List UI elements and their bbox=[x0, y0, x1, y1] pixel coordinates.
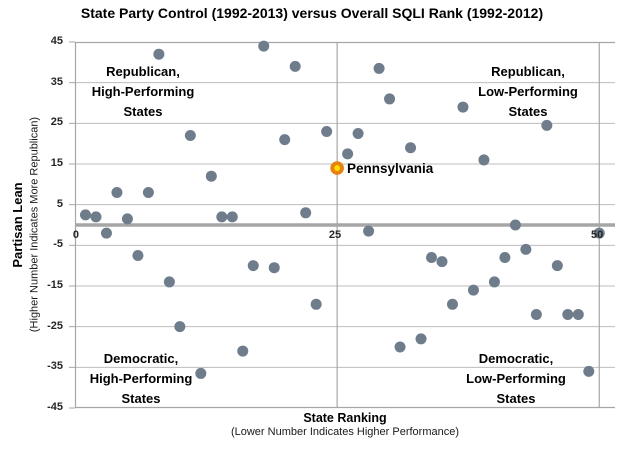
state-data-point bbox=[258, 40, 270, 52]
x-axis-title: State Ranking bbox=[303, 411, 387, 425]
y-tick-label: -15 bbox=[47, 279, 63, 291]
state-data-point bbox=[373, 62, 385, 74]
state-data-point bbox=[205, 170, 217, 182]
state-data-point bbox=[394, 341, 406, 353]
state-data-point bbox=[415, 333, 427, 345]
state-data-point bbox=[121, 213, 133, 225]
state-data-point bbox=[142, 186, 154, 198]
state-data-point bbox=[499, 252, 511, 264]
state-data-point bbox=[132, 250, 144, 261]
quadrant-label-line: Democratic, bbox=[478, 351, 554, 366]
state-data-point bbox=[352, 128, 364, 139]
pennsylvania-annotation-label: Pennsylvania bbox=[347, 161, 434, 176]
state-data-point bbox=[583, 365, 595, 377]
quadrant-label-line: States bbox=[121, 391, 161, 406]
state-data-point bbox=[174, 321, 186, 333]
state-data-point bbox=[572, 308, 584, 320]
quadrant-label-line: Democratic, bbox=[103, 351, 179, 366]
state-data-point bbox=[509, 219, 521, 231]
state-data-point bbox=[342, 148, 354, 160]
state-data-point bbox=[268, 262, 280, 274]
pennsylvania-marker-inner bbox=[334, 165, 341, 171]
state-data-point bbox=[237, 345, 249, 357]
state-data-point bbox=[247, 260, 259, 272]
state-data-point bbox=[436, 256, 448, 268]
y-tick-label: 5 bbox=[56, 197, 63, 210]
state-data-point bbox=[216, 211, 228, 223]
quadrant-label-democratic-high-performing: Democratic, High-Performing States bbox=[31, 349, 251, 409]
state-data-point bbox=[426, 252, 438, 264]
state-data-point bbox=[310, 298, 322, 310]
state-data-point bbox=[363, 225, 375, 237]
y-tick-label: 25 bbox=[50, 116, 63, 129]
y-tick-label: -35 bbox=[47, 360, 63, 373]
state-data-point bbox=[90, 211, 102, 223]
state-data-point bbox=[100, 227, 112, 239]
state-data-point bbox=[163, 276, 175, 288]
y-axis-title: Partisan Lean bbox=[10, 182, 25, 268]
state-data-point bbox=[289, 60, 301, 72]
quadrant-label-democratic-low-performing: Democratic, Low-Performing States bbox=[406, 349, 624, 409]
state-data-point bbox=[593, 227, 605, 239]
y-tick-label: -25 bbox=[47, 319, 63, 332]
quadrant-label-republican-high-performing: Republican, High-Performing States bbox=[33, 62, 253, 122]
state-data-point bbox=[488, 276, 500, 288]
quadrant-label-line: States bbox=[496, 391, 536, 406]
quadrant-label-line: States bbox=[123, 104, 163, 119]
quadrant-label-line: Low-Performing bbox=[466, 371, 566, 386]
quadrant-label-line: States bbox=[508, 104, 548, 119]
state-data-point bbox=[562, 308, 574, 320]
state-data-point bbox=[478, 154, 490, 166]
state-data-point bbox=[467, 284, 479, 296]
quadrant-label-line: High-Performing bbox=[89, 371, 193, 386]
chart-title: State Party Control (1992-2013) versus O… bbox=[80, 5, 544, 21]
x-axis-subtitle: (Lower Number Indicates Higher Performan… bbox=[230, 426, 460, 438]
x-tick-label: 50 bbox=[591, 229, 604, 241]
state-data-point bbox=[384, 93, 396, 105]
y-tick-label: 15 bbox=[50, 157, 63, 169]
state-data-point bbox=[226, 211, 238, 223]
y-tick-label: 35 bbox=[50, 75, 63, 88]
state-data-point bbox=[300, 207, 312, 219]
state-data-point bbox=[551, 260, 563, 272]
state-data-point bbox=[153, 48, 165, 60]
y-tick-label: -5 bbox=[53, 238, 63, 251]
state-data-point bbox=[279, 134, 291, 146]
quadrant-label-line: High-Performing bbox=[91, 84, 195, 99]
state-data-point bbox=[457, 101, 469, 113]
state-data-point bbox=[541, 119, 553, 131]
state-data-point bbox=[79, 209, 91, 221]
quadrant-label-line: Republican, bbox=[106, 64, 180, 79]
y-tick-label: -45 bbox=[47, 401, 63, 413]
state-data-point bbox=[195, 367, 207, 379]
state-data-point bbox=[520, 243, 532, 255]
y-tick-label: 45 bbox=[50, 35, 63, 47]
state-data-point bbox=[530, 308, 542, 320]
x-tick-label: 0 bbox=[72, 229, 79, 241]
state-data-point bbox=[446, 298, 458, 310]
x-tick-label: 25 bbox=[328, 229, 342, 241]
quadrant-label-line: Low-Performing bbox=[478, 84, 578, 99]
state-data-point bbox=[184, 130, 196, 142]
state-data-point bbox=[111, 186, 123, 198]
state-data-point bbox=[321, 125, 333, 137]
quadrant-label-line: Republican, bbox=[491, 64, 565, 79]
state-data-point bbox=[405, 142, 417, 154]
quadrant-label-republican-low-performing: Republican, Low-Performing States bbox=[418, 62, 624, 122]
